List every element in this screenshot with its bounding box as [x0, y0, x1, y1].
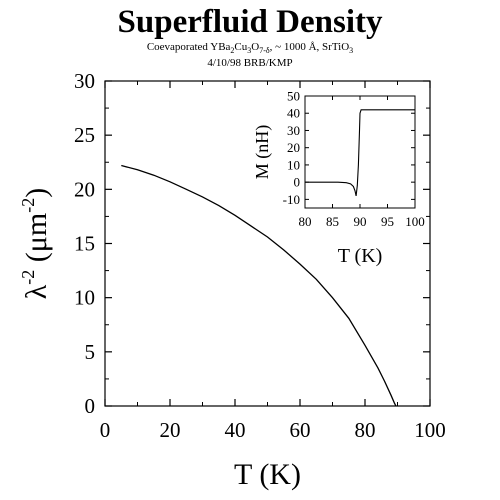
chart-subtitle-date: 4/10/98 BRB/KMP	[207, 57, 293, 69]
chart-subtitle: Coevaporated YBa2Cu3O7-δ, ~ 1000 Å, SrTi…	[0, 40, 500, 58]
subtitle-parts: Coevaporated YBa2Cu3O7-δ, ~ 1000 Å, SrTi…	[146, 41, 354, 56]
subtitle-subscript: 2	[230, 46, 235, 56]
y-tick-label: 25	[74, 123, 95, 147]
y-axis-label-close: )	[20, 188, 53, 198]
subtitle-text: , ~ 1000 Å, SrTiO	[269, 41, 350, 53]
subtitle-subscript: 3	[349, 46, 354, 56]
subtitle-subscript: 7-δ	[259, 46, 270, 56]
subtitle-text: Coevaporated YBa	[146, 41, 231, 53]
x-tick-label: 20	[160, 418, 181, 442]
inset-y-tick-label: 40	[287, 106, 300, 121]
y-tick-label: 30	[74, 69, 95, 93]
inset-y-tick-label: -10	[283, 192, 300, 207]
superfluid-density-line	[121, 164, 397, 407]
inset-x-tick-label: 95	[381, 214, 394, 229]
inset-y-axis-label: M (nH)	[252, 125, 273, 180]
y-axis-label-symbol: λ	[20, 284, 53, 299]
y-axis-label-unit-sup: -2	[18, 198, 38, 213]
inset-y-tick-label: 30	[287, 123, 300, 138]
x-axis-label: T (K)	[234, 458, 301, 491]
inset-y-tick-label: 0	[294, 175, 301, 190]
y-tick-label: 15	[74, 232, 95, 256]
subtitle-text: Cu	[234, 41, 248, 53]
y-axis-label-unit: (μm	[20, 213, 53, 270]
x-tick-label: 40	[225, 418, 246, 442]
inset-y-tick-label: 20	[287, 140, 300, 155]
y-tick-label: 10	[74, 286, 95, 310]
inset-x-tick-label: 100	[405, 214, 425, 229]
x-tick-label: 60	[290, 418, 311, 442]
inset-x-tick-label: 85	[326, 214, 339, 229]
x-tick-label: 0	[100, 418, 111, 442]
subtitle-subscript: 3	[247, 46, 252, 56]
inset-plot: 80 85 90 95 100 -10 0 10 20 30 40 50 T (K) M (nH)	[252, 89, 425, 268]
inset-x-axis-label: T (K)	[338, 245, 383, 267]
y-tick-label: 0	[85, 394, 96, 418]
chart-title: Superfluid Density	[117, 4, 383, 40]
y-axis-label-sup: -2	[18, 270, 38, 285]
y-tick-label: 20	[74, 177, 95, 201]
inset-y-tick-label: 50	[287, 89, 300, 104]
x-tick-label: 100	[414, 418, 446, 442]
inset-y-tick-label: 10	[287, 157, 300, 172]
inset-x-tick-label: 80	[299, 214, 312, 229]
inductance-line	[305, 109, 415, 197]
y-tick-label: 5	[85, 340, 96, 364]
x-tick-label: 80	[355, 418, 376, 442]
subtitle-text: O	[251, 41, 260, 53]
y-axis-label: λ-2 (μm-2)	[18, 188, 53, 299]
inset-x-tick-label: 90	[354, 214, 367, 229]
